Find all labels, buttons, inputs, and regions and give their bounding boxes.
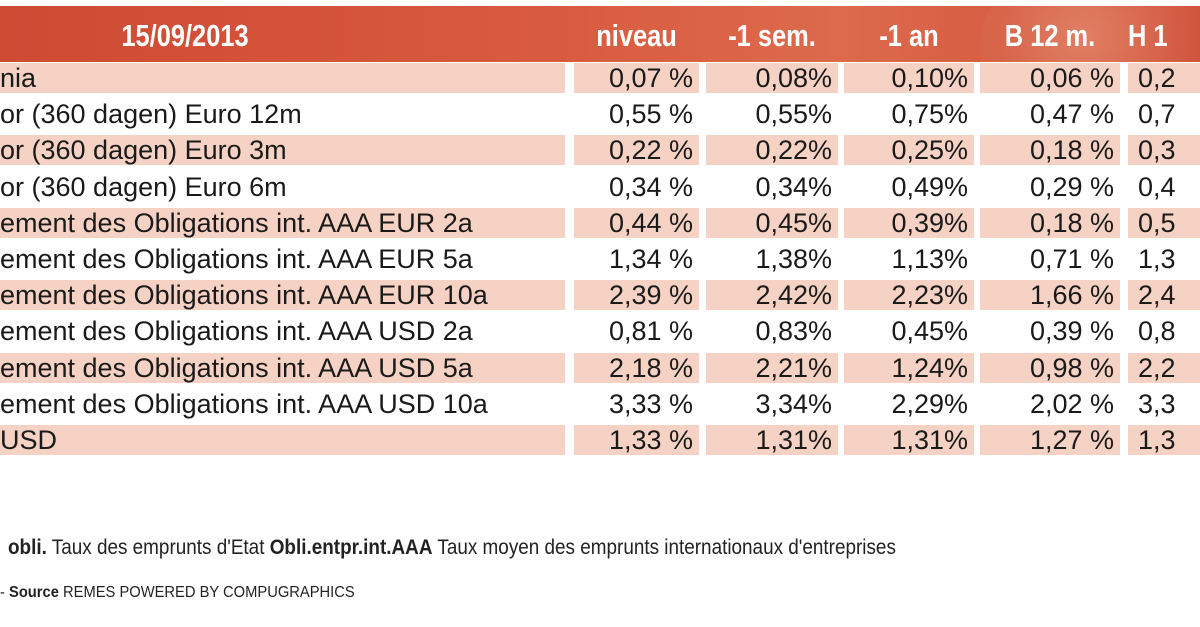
row-value-col-5: 0,2: [1128, 63, 1200, 93]
row-value-col-2: 1,31%: [706, 425, 838, 455]
legend-term-obli-entpr: Obli.entpr.int.AAA: [269, 536, 433, 559]
legend-def-obli-entpr: Taux moyen des emprunts internationaux d…: [437, 536, 896, 559]
row-value-col-1: 0,07 %: [574, 63, 699, 93]
row-value-col-2: 1,38%: [706, 244, 838, 274]
row-label: ement des Obligations int. AAA EUR 10a: [0, 280, 565, 311]
row-value-col-4: 0,06 %: [980, 63, 1120, 93]
legend-def-obli: Taux des emprunts d'Etat: [51, 536, 265, 559]
table-header: 15/09/2013 niveau -1 sem. -1 an B 12 m. …: [0, 6, 1200, 62]
row-value-col-4: 0,18 %: [980, 207, 1120, 238]
row-value-col-5: 0,3: [1128, 135, 1200, 166]
row-value-col-2: 0,45%: [706, 207, 838, 238]
row-value-col-4: 0,71 %: [980, 244, 1120, 274]
footer-source: - Source REMES POWERED BY COMPUGRAPHICS: [0, 584, 355, 602]
legend-term-obli: obli.: [8, 536, 47, 559]
header-col-1-year: -1 an: [879, 18, 939, 53]
row-value-col-4: 1,66 %: [980, 280, 1120, 311]
coin-watermark: [980, 6, 1200, 62]
row-label: ement des Obligations int. AAA EUR 2a: [0, 207, 565, 238]
row-value-col-1: 0,34 %: [574, 171, 699, 202]
row-value-col-3: 0,25%: [844, 135, 974, 166]
row-value-col-4: 0,18 %: [980, 135, 1120, 166]
row-value-col-3: 2,23%: [844, 280, 974, 311]
table-row: ement des Obligations int. AAA USD 2a 0,8…: [0, 313, 1200, 349]
row-value-col-2: 0,34%: [706, 171, 838, 202]
table-row: ement des Obligations int. AAA EUR 2a 0,4…: [0, 205, 1200, 241]
row-value-col-5: 0,4: [1128, 171, 1200, 202]
row-value-col-4: 0,47 %: [980, 99, 1120, 130]
row-value-col-3: 0,49%: [844, 171, 974, 202]
table-row: or (360 dagen) Euro 3m 0,22 % 0,22% 0,25% 0,…: [0, 132, 1200, 168]
row-value-col-5: 1,3: [1128, 244, 1200, 274]
row-label: USD: [0, 425, 565, 455]
row-value-col-1: 2,18 %: [574, 352, 699, 383]
row-value-col-1: 3,33 %: [574, 388, 699, 419]
row-label: nia: [0, 63, 565, 93]
row-value-col-2: 0,22%: [706, 135, 838, 166]
row-label: ement des Obligations int. AAA USD 10a: [0, 388, 565, 419]
header-col-niveau: niveau: [596, 18, 677, 53]
source-prefix: -: [0, 584, 5, 601]
row-value-col-1: 0,55 %: [574, 99, 699, 130]
table-row: or (360 dagen) Euro 6m 0,34 % 0,34% 0,49% 0,…: [0, 169, 1200, 205]
row-value-col-2: 2,21%: [706, 352, 838, 383]
footer-legend: obli. Taux des emprunts d'Etat Obli.entp…: [8, 536, 896, 560]
row-value-col-1: 1,34 %: [574, 244, 699, 274]
table-row: ement des Obligations int. AAA EUR 10a 2,…: [0, 277, 1200, 313]
source-label: Source: [8, 584, 59, 601]
table-row: ement des Obligations int. AAA EUR 5a 1,3…: [0, 241, 1200, 277]
row-value-col-5: 3,3: [1128, 388, 1200, 419]
row-value-col-4: 1,27 %: [980, 425, 1120, 455]
row-value-col-5: 0,7: [1128, 99, 1200, 130]
row-value-col-1: 0,44 %: [574, 207, 699, 238]
header-col-high-12m: H 1: [1128, 18, 1168, 53]
row-value-col-5: 1,3: [1128, 425, 1200, 455]
row-value-col-1: 2,39 %: [574, 280, 699, 311]
table-row: USD 1,33 % 1,31% 1,31% 1,27 % 1,3: [0, 422, 1200, 458]
row-value-col-5: 0,5: [1128, 207, 1200, 238]
row-value-col-3: 0,75%: [844, 99, 974, 130]
row-label: ement des Obligations int. AAA USD 5a: [0, 352, 565, 383]
row-value-col-3: 0,39%: [844, 207, 974, 238]
row-value-col-1: 1,33 %: [574, 425, 699, 455]
table-row: nia 0,07 % 0,08% 0,10% 0,06 % 0,2: [0, 60, 1200, 96]
row-value-col-2: 3,34%: [706, 388, 838, 419]
row-label: or (360 dagen) Euro 3m: [0, 135, 565, 166]
row-label: or (360 dagen) Euro 12m: [0, 99, 565, 130]
row-value-col-3: 1,24%: [844, 352, 974, 383]
row-value-col-3: 1,13%: [844, 244, 974, 274]
row-value-col-1: 0,81 %: [574, 316, 699, 347]
row-label: or (360 dagen) Euro 6m: [0, 171, 565, 202]
row-value-col-2: 0,83%: [706, 316, 838, 347]
row-label: ement des Obligations int. AAA EUR 5a: [0, 244, 565, 274]
row-value-col-5: 2,4: [1128, 280, 1200, 311]
row-value-col-5: 0,8: [1128, 316, 1200, 347]
row-value-col-2: 0,55%: [706, 99, 838, 130]
row-label: ement des Obligations int. AAA USD 2a: [0, 316, 565, 347]
table-row: or (360 dagen) Euro 12m 0,55 % 0,55% 0,75% 0…: [0, 96, 1200, 132]
table-row: ement des Obligations int. AAA USD 5a 2,1…: [0, 350, 1200, 386]
row-value-col-3: 2,29%: [844, 388, 974, 419]
row-value-col-4: 2,02 %: [980, 388, 1120, 419]
row-value-col-1: 0,22 %: [574, 135, 699, 166]
table-row: ement des Obligations int. AAA USD 10a 3,…: [0, 386, 1200, 422]
row-value-col-4: 0,39 %: [980, 316, 1120, 347]
row-value-col-3: 0,10%: [844, 63, 974, 93]
source-value: REMES POWERED BY COMPUGRAPHICS: [63, 584, 355, 601]
row-value-col-4: 0,98 %: [980, 352, 1120, 383]
row-value-col-2: 0,08%: [706, 63, 838, 93]
row-value-col-2: 2,42%: [706, 280, 838, 311]
row-value-col-4: 0,29 %: [980, 171, 1120, 202]
row-value-col-3: 1,31%: [844, 425, 974, 455]
header-col-low-12m: B 12 m.: [1004, 18, 1096, 53]
header-col-1-week: -1 sem.: [728, 18, 816, 53]
header-date: 15/09/2013: [121, 18, 249, 53]
row-value-col-5: 2,2: [1128, 352, 1200, 383]
row-value-col-3: 0,45%: [844, 316, 974, 347]
